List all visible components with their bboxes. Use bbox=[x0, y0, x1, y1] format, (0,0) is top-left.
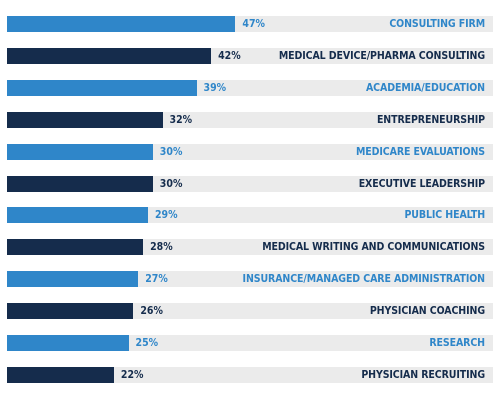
category-label: EXECUTIVE LEADERSHIP bbox=[358, 177, 485, 190]
bar-row: 26% PHYSICIAN COACHING bbox=[7, 303, 493, 320]
bar bbox=[7, 239, 144, 256]
bar bbox=[7, 111, 163, 128]
value-label: 47% bbox=[242, 18, 266, 30]
category-label: MEDICAL DEVICE/PHARMA CONSULTING bbox=[278, 49, 485, 62]
bar bbox=[7, 16, 236, 32]
bar-row: 29% PUBLIC HEALTH bbox=[7, 207, 493, 224]
bar bbox=[7, 271, 139, 288]
bar bbox=[7, 207, 148, 224]
value-label: 25% bbox=[135, 337, 159, 349]
bar-row: 25% RESEARCH bbox=[7, 335, 493, 351]
bar-row: 39% ACADEMIA/EDUCATION bbox=[7, 79, 493, 96]
bar-row: 28% MEDICAL WRITING AND COMMUNICATIONS bbox=[7, 239, 493, 256]
value-label: 30% bbox=[159, 177, 183, 190]
category-label: MEDICARE EVALUATIONS bbox=[355, 145, 485, 158]
value-label: 27% bbox=[145, 273, 168, 286]
category-label: CONSULTING FIRM bbox=[389, 18, 485, 30]
category-label: MEDICAL WRITING AND COMMUNICATIONS bbox=[262, 241, 485, 254]
category-label: PHYSICIAN COACHING bbox=[369, 305, 485, 318]
category-label: ENTREPRENEURSHIP bbox=[376, 113, 485, 126]
bar bbox=[7, 303, 134, 320]
category-label: INSURANCE/MANAGED CARE ADMINISTRATION bbox=[242, 273, 486, 286]
value-label: 22% bbox=[120, 368, 144, 381]
value-label: 32% bbox=[169, 113, 193, 126]
bar-row: 30% MEDICARE EVALUATIONS bbox=[7, 143, 493, 160]
category-label: PUBLIC HEALTH bbox=[404, 209, 485, 222]
bar-row: 30% EXECUTIVE LEADERSHIP bbox=[7, 175, 493, 192]
bar-row: 42% MEDICAL DEVICE/PHARMA CONSULTING bbox=[7, 47, 493, 64]
bar bbox=[7, 366, 114, 383]
bar bbox=[7, 175, 153, 192]
category-label: ACADEMIA/EDUCATION bbox=[365, 81, 485, 94]
category-label: RESEARCH bbox=[429, 337, 485, 349]
value-label: 28% bbox=[150, 241, 173, 254]
bar bbox=[7, 143, 153, 160]
value-label: 39% bbox=[203, 81, 227, 94]
value-label: 26% bbox=[140, 305, 163, 318]
bar-row: 22% PHYSICIAN RECRUITING bbox=[7, 366, 493, 383]
value-label: 29% bbox=[154, 209, 178, 222]
bar-row: 27% INSURANCE/MANAGED CARE ADMINISTRATION bbox=[7, 271, 493, 288]
bar bbox=[7, 47, 212, 64]
category-label: PHYSICIAN RECRUITING bbox=[361, 368, 485, 381]
value-label: 42% bbox=[218, 49, 241, 62]
bar bbox=[7, 335, 129, 351]
bar-row: 47% CONSULTING FIRM bbox=[7, 16, 493, 32]
bar bbox=[7, 79, 197, 96]
bar-row: 32% ENTREPRENEURSHIP bbox=[7, 111, 493, 128]
value-label: 30% bbox=[159, 145, 183, 158]
